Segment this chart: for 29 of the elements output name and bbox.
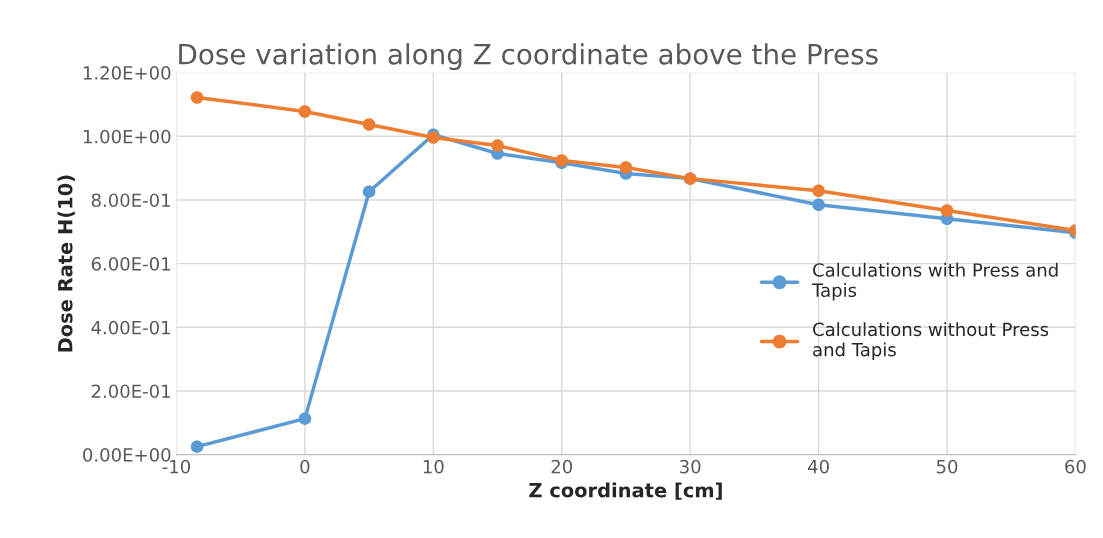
y-tick-label: 1.00E+00 bbox=[83, 129, 171, 144]
legend-label: Calculations with Press and Tapis bbox=[811, 262, 1058, 301]
point bbox=[491, 139, 504, 152]
y-tick-label: 1.20E+00 bbox=[83, 66, 171, 80]
point bbox=[190, 440, 204, 453]
y-axis-title: Dose Rate H(10) bbox=[57, 175, 75, 352]
legend-label: Calculations without Press and Tapis bbox=[813, 322, 1049, 360]
x-tick-label: 30 bbox=[680, 459, 701, 474]
point bbox=[298, 412, 312, 425]
x-tick-label: 60 bbox=[1065, 459, 1086, 474]
point bbox=[362, 118, 376, 131]
y-tick-label: 2.00E-01 bbox=[91, 384, 170, 399]
y-tick-label: 4.00E-01 bbox=[91, 320, 170, 335]
y-tick-label: 6.00E-01 bbox=[91, 257, 170, 271]
point bbox=[940, 204, 954, 217]
point bbox=[362, 185, 376, 198]
point bbox=[298, 105, 312, 118]
point bbox=[812, 198, 825, 211]
x-tick-label: 0 bbox=[300, 459, 310, 474]
x-tick-label: 10 bbox=[423, 459, 444, 474]
x-tick-label: 40 bbox=[807, 459, 829, 474]
point bbox=[190, 91, 204, 104]
point bbox=[812, 184, 825, 197]
chart-title: Dose variation along Z coordinate above the Press bbox=[179, 43, 878, 71]
x-tick-label: 20 bbox=[551, 459, 573, 474]
x-axis-title: Z coordinate [cm] bbox=[529, 482, 722, 500]
x-tick-label: 50 bbox=[936, 459, 958, 474]
y-tick-label: 8.00E-01 bbox=[91, 193, 170, 208]
point bbox=[619, 161, 633, 174]
